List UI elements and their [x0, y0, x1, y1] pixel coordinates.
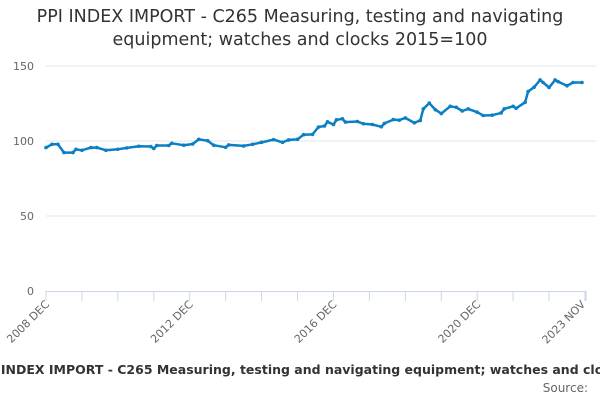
data-point [481, 113, 485, 118]
data-point [62, 150, 66, 155]
data-point [499, 111, 503, 115]
chart-title: PPI INDEX IMPORT - C265 Measuring, testi… [36, 7, 564, 50]
data-point [241, 144, 246, 148]
data-point [340, 117, 345, 121]
data-point [511, 104, 515, 109]
x-tick-label: 2020 DEC [436, 298, 484, 346]
data-point [259, 140, 264, 145]
data-point [310, 132, 315, 137]
data-point [301, 132, 306, 137]
data-point [433, 107, 438, 112]
data-point [71, 150, 75, 155]
data-point [104, 148, 108, 153]
data-point [295, 137, 300, 142]
x-tick-label: 2016 DEC [292, 298, 340, 346]
data-point [466, 107, 471, 111]
data-point [418, 118, 423, 123]
data-point [205, 138, 210, 143]
data-point [523, 100, 527, 105]
data-point [361, 121, 366, 126]
data-point [280, 140, 285, 145]
y-tick-label: 0 [27, 285, 34, 298]
x-tick-label: 2012 DEC [148, 298, 196, 346]
series-line [45, 78, 582, 154]
data-point [271, 137, 276, 142]
data-point [95, 145, 99, 150]
data-point [490, 113, 494, 117]
data-point [502, 107, 506, 111]
data-point [454, 105, 459, 110]
data-point [325, 120, 330, 124]
data-point [89, 145, 93, 150]
data-point [556, 79, 560, 84]
data-point [74, 147, 78, 152]
data-point [151, 146, 156, 151]
data-point [190, 142, 195, 146]
legend-item[interactable]: PPI INDEX IMPORT - C265 Measuring, testi… [0, 362, 600, 377]
data-point [565, 84, 569, 88]
data-point [166, 143, 171, 148]
data-point [169, 141, 174, 146]
data-point [322, 124, 327, 128]
data-point [56, 142, 60, 147]
data-point [137, 144, 141, 149]
y-tick-label: 150 [13, 60, 34, 73]
data-point [439, 111, 444, 116]
data-point [226, 143, 231, 147]
data-point [223, 145, 228, 150]
data-point [116, 147, 120, 152]
data-point [514, 106, 518, 111]
data-point [211, 143, 216, 147]
data-point [149, 144, 153, 149]
data-point [532, 85, 536, 89]
source-label: Source: [542, 381, 588, 395]
data-point [379, 124, 384, 129]
x-tick-label: 2008 DEC [4, 298, 52, 346]
data-point [580, 80, 584, 85]
data-point [250, 142, 255, 147]
data-point [286, 138, 291, 142]
data-point [382, 121, 387, 126]
data-point [541, 80, 545, 85]
data-point [553, 78, 557, 82]
data-point [448, 104, 453, 109]
data-point [343, 120, 348, 124]
data-point [125, 146, 129, 150]
data-point [538, 78, 542, 82]
data-point [181, 143, 186, 147]
data-point [355, 119, 360, 124]
data-point [80, 148, 84, 153]
data-point [391, 117, 396, 122]
data-point [547, 85, 551, 90]
x-tick-label: 2023 NOV [540, 298, 589, 347]
y-tick-label: 50 [20, 210, 34, 223]
data-point [334, 118, 339, 122]
data-point [427, 101, 432, 105]
data-point [196, 137, 201, 142]
data-point [44, 145, 48, 150]
data-point [571, 80, 575, 85]
data-point [50, 142, 54, 147]
data-point [331, 122, 336, 127]
y-tick-label: 100 [13, 135, 34, 148]
data-point [412, 121, 417, 125]
data-point [370, 122, 375, 127]
data-point [475, 110, 479, 114]
data-point [421, 107, 426, 111]
data-point [403, 116, 408, 120]
data-point [154, 143, 159, 148]
data-point [316, 125, 321, 129]
data-point [397, 118, 402, 122]
data-point [460, 109, 465, 113]
data-point [526, 89, 530, 94]
